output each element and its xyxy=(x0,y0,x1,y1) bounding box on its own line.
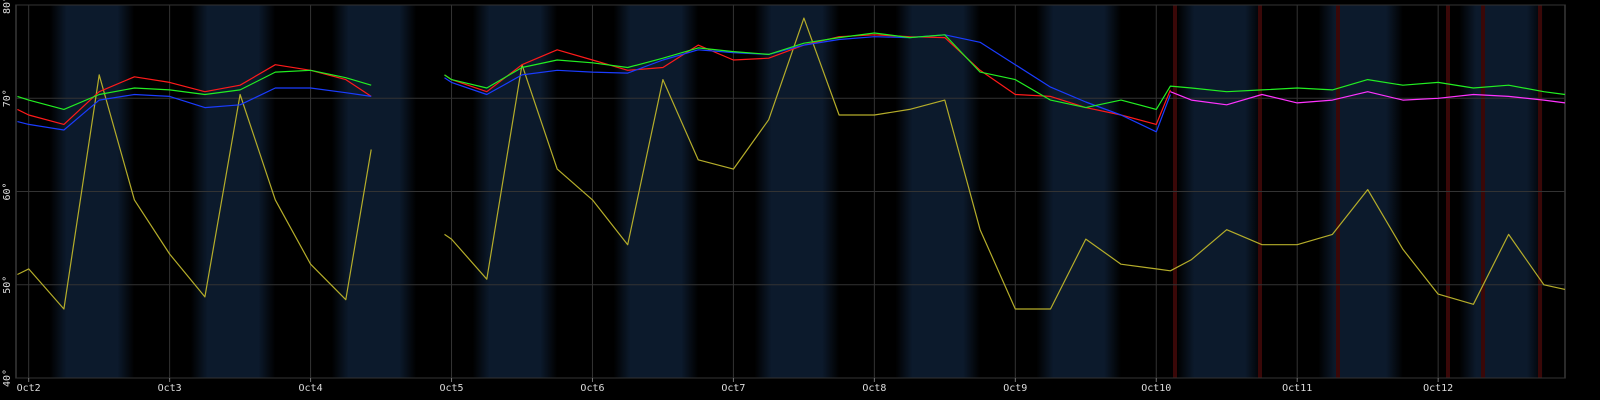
series-line xyxy=(1170,91,1566,106)
x-tick-label: Oct4 xyxy=(299,383,323,394)
series-line xyxy=(17,17,1566,310)
x-tick-label: Oct3 xyxy=(158,383,182,394)
y-tick-label: 80° xyxy=(2,0,13,14)
y-tick-label: 50° xyxy=(2,276,13,294)
x-tick-label: Oct8 xyxy=(862,383,886,394)
x-tick-label: Oct5 xyxy=(439,383,463,394)
plot xyxy=(17,17,1566,310)
series-line xyxy=(17,34,1171,133)
series-line xyxy=(17,32,1566,110)
grid xyxy=(15,4,1566,382)
series-line xyxy=(17,34,1171,125)
x-tick-label: Oct12 xyxy=(1423,383,1453,394)
x-tick-label: Oct6 xyxy=(580,383,604,394)
x-tick-label: Oct2 xyxy=(17,383,41,394)
x-tick-label: Oct10 xyxy=(1141,383,1171,394)
x-tick-label: Oct9 xyxy=(1003,383,1027,394)
x-tick-label: Oct11 xyxy=(1282,383,1312,394)
y-tick-label: 60° xyxy=(2,182,13,200)
y-tick-label: 70° xyxy=(2,89,13,107)
x-tick-label: Oct7 xyxy=(721,383,745,394)
y-tick-label: 40° xyxy=(2,369,13,387)
axis-labels: 40° 50° 60° 70° 80° Oct2 Oct3 Oct4 Oct5 Oct6 Oct7 O… xyxy=(2,0,1453,394)
